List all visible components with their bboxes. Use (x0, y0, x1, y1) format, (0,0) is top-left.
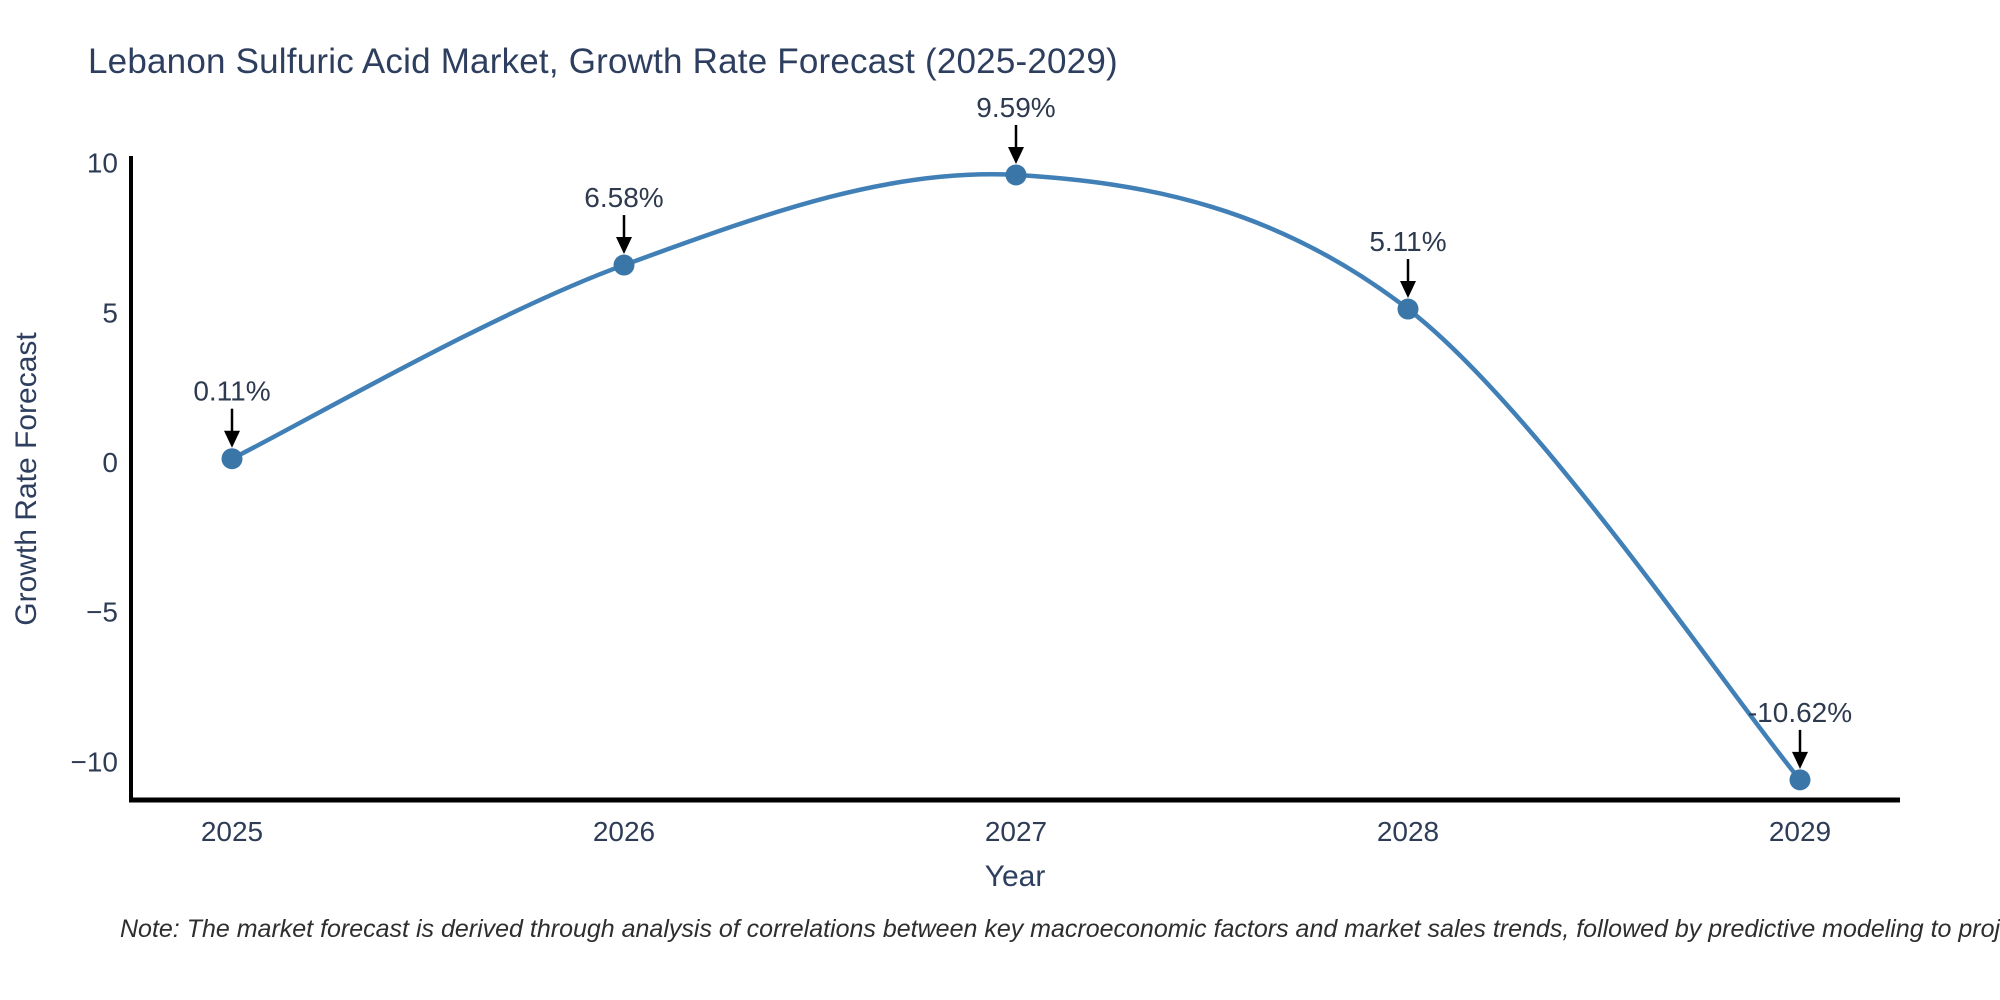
x-axis-ticks: 2025 2026 2027 2028 2029 (201, 816, 1831, 847)
x-tick-label: 2029 (1769, 816, 1831, 847)
annotation-arrowhead (224, 430, 240, 448)
x-tick-label: 2025 (201, 816, 263, 847)
footnote-text: Note: The market forecast is derived thr… (120, 915, 2000, 943)
data-point-2028 (1397, 298, 1419, 320)
y-tick-label: 0 (102, 447, 118, 478)
data-point-2025 (221, 448, 243, 470)
x-tick-label: 2028 (1377, 816, 1439, 847)
annotation-arrowhead (1400, 281, 1416, 299)
x-tick-label: 2026 (593, 816, 655, 847)
annotation-label: -10.62% (1748, 697, 1852, 728)
y-axis-ticks: 10 5 0 −5 −10 (71, 148, 119, 778)
y-axis-title: Growth Rate Forecast (10, 332, 43, 626)
chart-title: Lebanon Sulfuric Acid Market, Growth Rat… (88, 42, 1118, 81)
x-axis-title: Year (985, 860, 1046, 893)
forecast-series (221, 164, 1811, 791)
annotation-label: 5.11% (1369, 226, 1446, 257)
annotation-arrowhead (616, 237, 632, 255)
y-tick-label: −5 (86, 597, 118, 628)
forecast-line (229, 172, 1803, 783)
x-tick-label: 2027 (985, 816, 1047, 847)
data-point-2029 (1789, 769, 1811, 791)
annotation-arrowhead (1008, 146, 1024, 164)
annotation-label: 9.59% (976, 92, 1055, 123)
annotation-arrowhead (1792, 751, 1808, 769)
y-tick-label: −10 (71, 746, 119, 777)
data-point-2027 (1005, 164, 1027, 186)
point-annotations: 0.11% 6.58% 9.59% 5.11% -10.62% (193, 92, 1852, 769)
y-tick-label: 5 (102, 297, 118, 328)
y-tick-label: 10 (87, 148, 118, 179)
data-point-2026 (613, 254, 635, 276)
annotation-label: 6.58% (584, 182, 663, 213)
annotation-label: 0.11% (193, 376, 270, 407)
